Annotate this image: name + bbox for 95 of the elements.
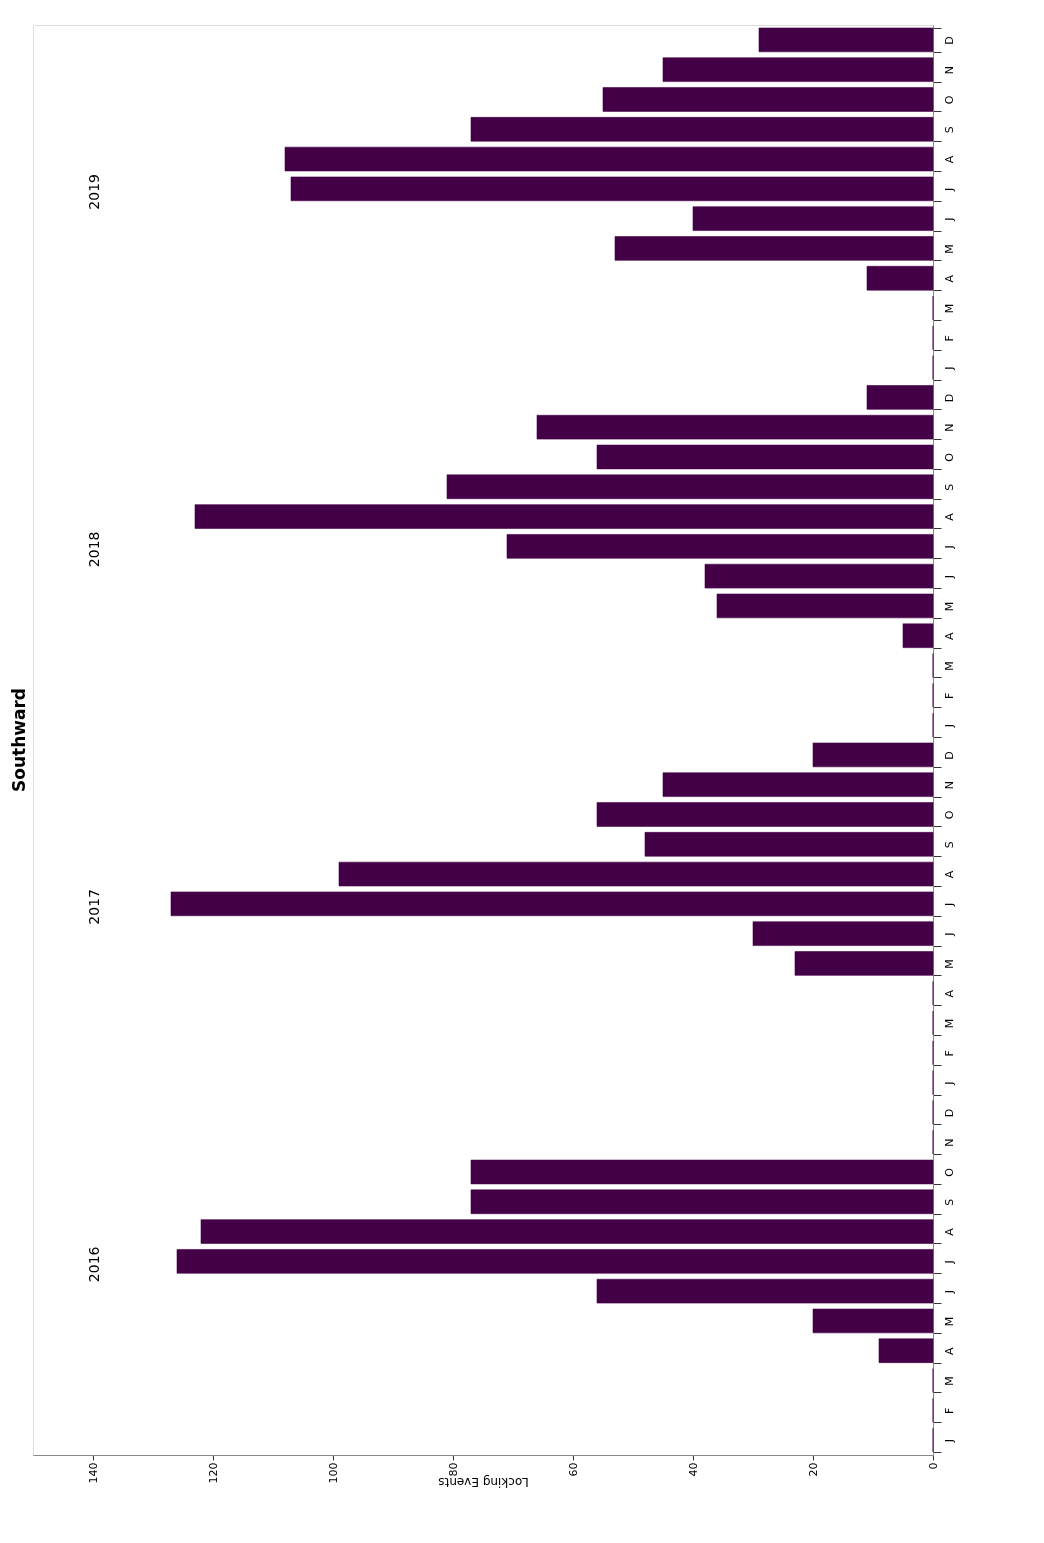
bar — [602, 87, 934, 112]
bar — [596, 1278, 934, 1304]
y-tick-label: S — [942, 483, 956, 491]
y-tick-label: N — [942, 781, 956, 790]
y-tick-label: M — [942, 1376, 956, 1386]
y-tick-label: J — [942, 1260, 956, 1265]
x-tick-label: 80 — [446, 1462, 460, 1477]
y-tick-label: J — [942, 1081, 956, 1086]
x-tick-label: 20 — [806, 1462, 820, 1477]
y-tick-label: J — [942, 545, 956, 550]
bar — [284, 146, 934, 172]
y-tick-label: F — [942, 335, 956, 342]
text: Southward — [9, 688, 29, 792]
y-tick-label: F — [942, 1407, 956, 1414]
bar — [338, 861, 934, 887]
x-tick-label: 40 — [686, 1462, 700, 1477]
y-tick-label: F — [942, 1050, 956, 1057]
bar — [470, 117, 934, 142]
bar — [614, 236, 934, 261]
y-tick-label: S — [942, 1198, 956, 1206]
bar — [596, 444, 934, 470]
y-tick-label: A — [942, 631, 956, 640]
x-tick-label: 0 — [926, 1462, 940, 1470]
y-tick-label: J — [942, 187, 956, 192]
y-tick-label: M — [942, 661, 956, 671]
y-tick-label: S — [942, 126, 956, 134]
bar — [878, 1338, 934, 1363]
y-tick-label: D — [942, 36, 956, 45]
bar — [812, 742, 934, 768]
bar — [692, 206, 934, 231]
bar — [866, 385, 934, 410]
y-tick-label: A — [942, 155, 956, 164]
annotation: 2016 — [86, 1246, 102, 1283]
bar — [662, 772, 934, 797]
bar — [536, 414, 934, 440]
y-tick-label: O — [942, 95, 956, 105]
bar — [290, 176, 934, 202]
y-tick-label: A — [942, 1227, 956, 1236]
x-tick-label: 100 — [326, 1462, 340, 1484]
y-tick-label: S — [942, 841, 956, 849]
y-tick-label: A — [942, 1346, 956, 1355]
bar — [902, 623, 934, 648]
annotation: 2019 — [86, 174, 102, 210]
y-tick-label: J — [942, 1438, 956, 1444]
y-tick-label: J — [942, 575, 956, 580]
y-tick-label: J — [942, 902, 956, 907]
bar — [752, 921, 934, 946]
bar — [596, 802, 934, 827]
y-tick-label: M — [942, 244, 956, 254]
y-tick-label: O — [942, 452, 956, 462]
x-tick-label: 140 — [86, 1462, 100, 1484]
y-tick-label: D — [942, 1108, 956, 1118]
y-tick-label: A — [942, 512, 956, 521]
bar — [644, 832, 934, 857]
y-tick-label: O — [942, 810, 956, 820]
y-tick-label: J — [942, 1290, 956, 1295]
x-tick-label: 120 — [206, 1462, 220, 1484]
bar — [470, 1159, 934, 1185]
bar — [812, 1308, 934, 1334]
y-tick-label: J — [942, 366, 956, 371]
y-tick-label: M — [942, 1018, 956, 1029]
bar — [758, 27, 934, 53]
x-axis-title: Locking Events — [438, 1475, 529, 1490]
y-tick-label: M — [942, 303, 956, 314]
y-tick-label: D — [942, 751, 956, 760]
y-tick-label: N — [942, 1138, 956, 1147]
y-tick-label: M — [942, 1316, 956, 1327]
y-tick-label: A — [942, 989, 956, 998]
bar — [794, 951, 934, 976]
x-tick-label: 60 — [566, 1462, 580, 1477]
bar — [662, 57, 934, 82]
bar — [446, 474, 934, 499]
y-tick-label: N — [942, 423, 956, 432]
y-tick-label: J — [942, 932, 956, 937]
annotation: 2017 — [86, 889, 102, 925]
y-tick-label: A — [942, 274, 956, 283]
y-tick-label: D — [942, 393, 956, 403]
y-tick-label: M — [942, 601, 956, 612]
bar — [176, 1249, 934, 1274]
y-tick-label: O — [942, 1167, 956, 1177]
bar — [200, 1219, 934, 1244]
bar — [170, 891, 934, 917]
bar — [470, 1189, 934, 1214]
bar — [866, 266, 934, 291]
y-tick-label: F — [942, 692, 956, 699]
y-tick-label: A — [942, 870, 956, 879]
bar — [704, 563, 934, 589]
y-tick-label: J — [942, 217, 956, 222]
bar — [506, 534, 934, 559]
bar — [194, 504, 934, 529]
y-tick-label: J — [942, 723, 956, 729]
y-tick-label: M — [942, 959, 956, 969]
y-tick-label: N — [942, 66, 956, 75]
bar — [716, 593, 934, 619]
annotation: 2018 — [86, 531, 102, 568]
